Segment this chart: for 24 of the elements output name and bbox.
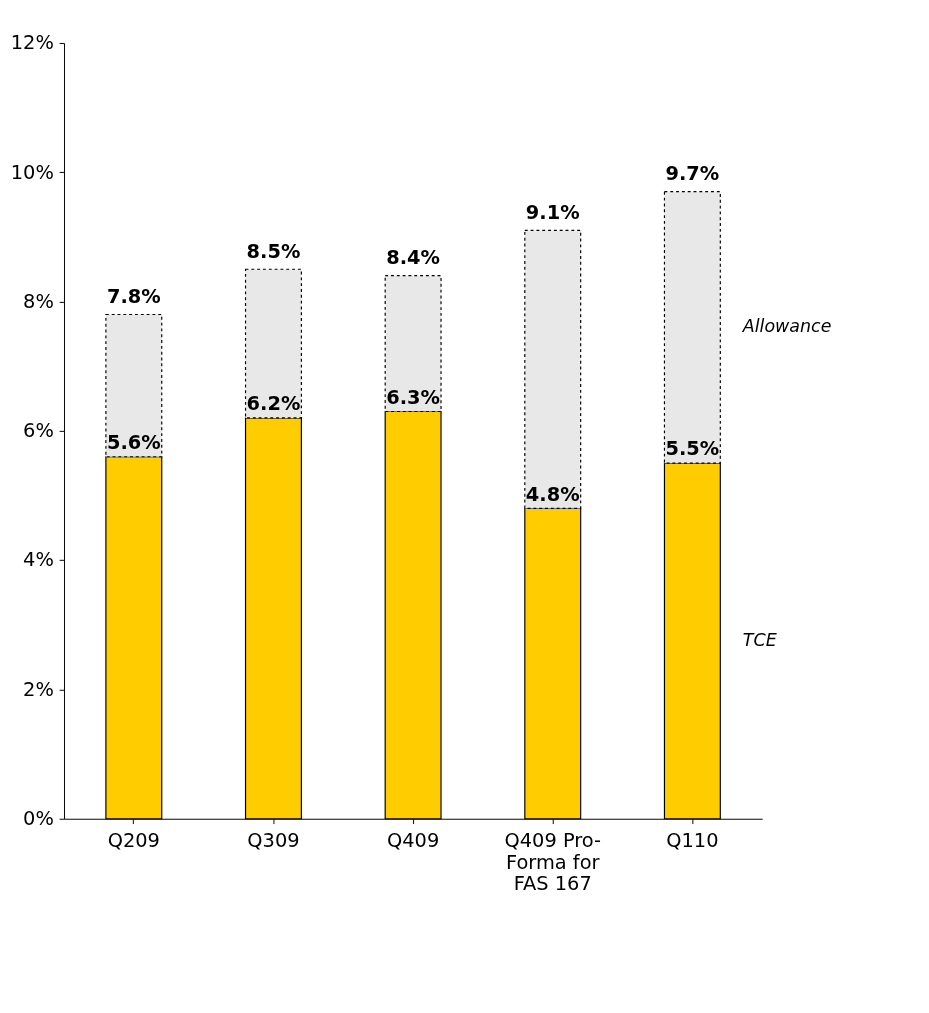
y-tick-label: 4% bbox=[23, 548, 54, 572]
total-label: 8.4% bbox=[386, 246, 440, 270]
data-label: 6.2% bbox=[246, 392, 301, 416]
y-tick-label: 12% bbox=[10, 31, 54, 55]
data-label: 6.3% bbox=[386, 385, 440, 409]
y-tick-label: 8% bbox=[23, 289, 54, 313]
x-tick-label: Q409 bbox=[386, 829, 440, 853]
y-tick-label: 6% bbox=[23, 419, 54, 443]
y-tick-label: 0% bbox=[23, 807, 54, 831]
y-tick-label: 10% bbox=[10, 160, 54, 184]
total-label: 9.1% bbox=[525, 200, 580, 224]
data-label: 5.6% bbox=[106, 430, 161, 454]
data-label: 5.5% bbox=[665, 437, 720, 461]
total-label: 9.7% bbox=[665, 162, 720, 186]
series-label: TCE bbox=[742, 629, 777, 650]
total-label: 8.5% bbox=[246, 239, 301, 263]
data-label: 4.8% bbox=[525, 482, 580, 506]
x-tick-label: Q209 bbox=[107, 829, 160, 853]
y-tick-label: 2% bbox=[23, 677, 54, 701]
series-label: Allowance bbox=[741, 316, 832, 337]
total-label: 7.8% bbox=[106, 284, 161, 308]
x-tick-label: Q110 bbox=[666, 829, 719, 853]
x-tick-label: Q409 Pro-Forma for FAS 167 bbox=[504, 829, 601, 896]
x-tick-label: Q309 bbox=[247, 829, 300, 853]
